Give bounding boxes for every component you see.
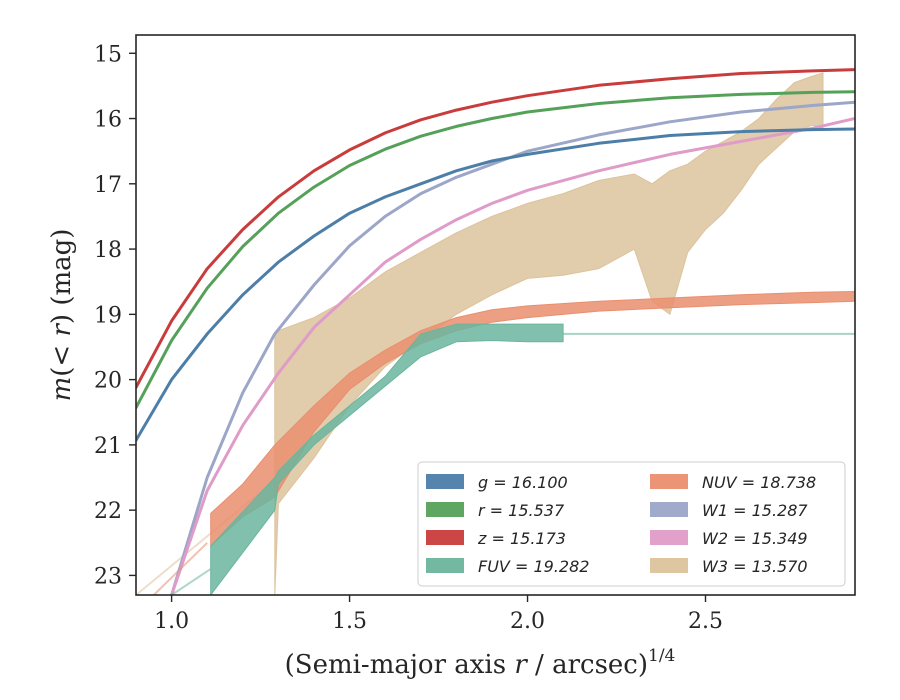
- legend-w2-label: W2 = 15.349: [702, 529, 808, 548]
- series-fuv-lead-line: [171, 568, 212, 595]
- legend-fuv-swatch: [426, 558, 464, 573]
- legend-z-label: z = 15.173: [477, 529, 566, 548]
- legend-w1-label: W1 = 15.287: [702, 501, 808, 520]
- y-axis-label: m(< r) (mag): [47, 229, 77, 402]
- legend-fuv: FUV = 19.282: [426, 557, 589, 576]
- y-tick-label: 21: [94, 434, 122, 459]
- series-nuv: [153, 290, 855, 595]
- series-layer: [136, 68, 855, 595]
- legend-z-swatch: [426, 530, 464, 545]
- legend-r: r = 15.537: [426, 501, 565, 520]
- legend-nuv: NUV = 18.738: [650, 473, 816, 492]
- y-axis: 15 16 17 18 19 20 21 22 23: [94, 42, 136, 589]
- y-axis-label-unit: ) (mag): [47, 229, 77, 325]
- x-axis-label-var: r: [514, 650, 528, 680]
- legend-nuv-label: NUV = 18.738: [702, 473, 816, 492]
- legend-w1: W1 = 15.287: [650, 501, 808, 520]
- y-tick-label: 19: [94, 303, 122, 328]
- x-axis-label-prefix: (Semi-major axis: [285, 650, 515, 680]
- x-tick-label: 2.5: [688, 609, 723, 634]
- y-tick-label: 20: [94, 369, 122, 394]
- y-axis-label-r: r: [47, 323, 77, 337]
- x-axis-label: (Semi-major axis r / arcsec)1/4: [285, 646, 676, 680]
- series-g: [136, 127, 855, 442]
- legend-w1-swatch: [650, 502, 688, 517]
- y-tick-label: 22: [94, 499, 122, 524]
- y-tick-label: 15: [94, 42, 122, 67]
- series-g-line: [136, 127, 855, 442]
- legend-w2: W2 = 15.349: [650, 529, 808, 548]
- legend: g = 16.100 r = 15.537 z = 15.173 FUV = 19.2…: [417, 461, 846, 587]
- legend-w3-swatch: [650, 558, 688, 573]
- legend-g: g = 16.100: [426, 473, 568, 492]
- series-fuv-band: [210, 323, 564, 595]
- series-r-line: [136, 90, 855, 410]
- series-w1: [170, 100, 855, 595]
- series-w1-line: [170, 100, 855, 595]
- x-axis-label-exponent: 1/4: [648, 646, 675, 666]
- series-z-line: [136, 68, 855, 389]
- y-tick-label: 17: [94, 173, 122, 198]
- legend-g-swatch: [426, 474, 464, 489]
- legend-w2-swatch: [650, 530, 688, 545]
- y-axis-label-m: m: [47, 377, 77, 402]
- x-tick-label: 1.5: [332, 609, 367, 634]
- x-axis: 1.0 1.5 2.0 2.5: [154, 595, 723, 634]
- legend-r-label: r = 15.537: [478, 501, 565, 520]
- y-axis-label-paren: (<: [47, 337, 77, 377]
- legend-z: z = 15.173: [426, 529, 566, 548]
- x-tick-label: 2.0: [510, 609, 545, 634]
- x-axis-label-suffix: / arcsec): [527, 650, 648, 680]
- legend-fuv-label: FUV = 19.282: [478, 557, 589, 576]
- legend-w3: W3 = 13.570: [650, 557, 808, 576]
- series-w2-line: [170, 117, 855, 595]
- series-w2: [170, 117, 855, 595]
- series-nuv-band: [210, 290, 855, 548]
- legend-nuv-swatch: [650, 474, 688, 489]
- y-tick-label: 18: [94, 238, 122, 263]
- series-nuv-lead-line: [153, 542, 208, 595]
- legend-box: [417, 461, 846, 587]
- legend-r-swatch: [426, 502, 464, 517]
- series-r: [136, 90, 855, 410]
- x-tick-label: 1.0: [154, 609, 189, 634]
- legend-g-label: g = 16.100: [478, 473, 568, 492]
- y-tick-label: 16: [94, 108, 122, 133]
- series-z: [136, 68, 855, 389]
- legend-w3-label: W3 = 13.570: [702, 557, 808, 576]
- y-tick-label: 23: [94, 564, 122, 589]
- series-fuv: [171, 323, 855, 595]
